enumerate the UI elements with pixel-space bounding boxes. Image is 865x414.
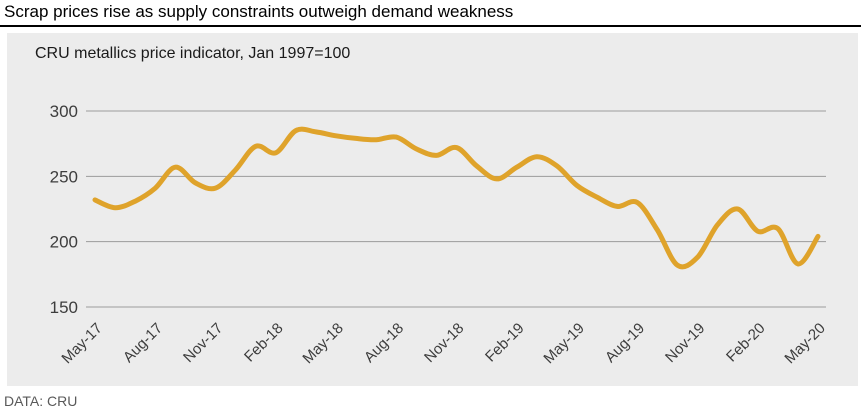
x-tick-label: Feb-19 xyxy=(482,320,528,366)
chart-canvas: 150 200 250 300 May-17 Aug-17 Nov-17 Feb-18 May-… xyxy=(50,102,829,367)
x-tick-label: Aug-18 xyxy=(361,320,407,366)
chart-subtitle: CRU metallics price indicator, Jan 1997=… xyxy=(35,45,351,62)
x-tick-label: Aug-19 xyxy=(602,320,648,366)
x-tick-label: May-20 xyxy=(781,320,828,367)
x-tick-label: May-19 xyxy=(540,320,587,367)
x-tick-label: Feb-18 xyxy=(241,320,287,366)
page-title: Scrap prices rise as supply constraints … xyxy=(0,0,861,27)
x-tick-label: Nov-19 xyxy=(662,320,708,366)
chart-panel: CRU metallics price indicator, Jan 1997=… xyxy=(7,33,858,386)
x-tick-label: Aug-17 xyxy=(120,320,166,366)
x-tick-label: Feb-20 xyxy=(723,320,769,366)
y-tick-label: 250 xyxy=(50,167,78,186)
x-tick-label: Nov-18 xyxy=(421,320,467,366)
y-tick-label: 300 xyxy=(50,102,78,121)
y-tick-label: 200 xyxy=(50,233,78,252)
data-source: DATA: CRU xyxy=(4,393,78,409)
price-line xyxy=(92,126,821,270)
x-tick-label: Nov-17 xyxy=(180,320,226,366)
x-tick-label: May-17 xyxy=(58,320,105,367)
x-tick-label: May-18 xyxy=(299,320,346,367)
y-tick-label: 150 xyxy=(50,298,78,317)
